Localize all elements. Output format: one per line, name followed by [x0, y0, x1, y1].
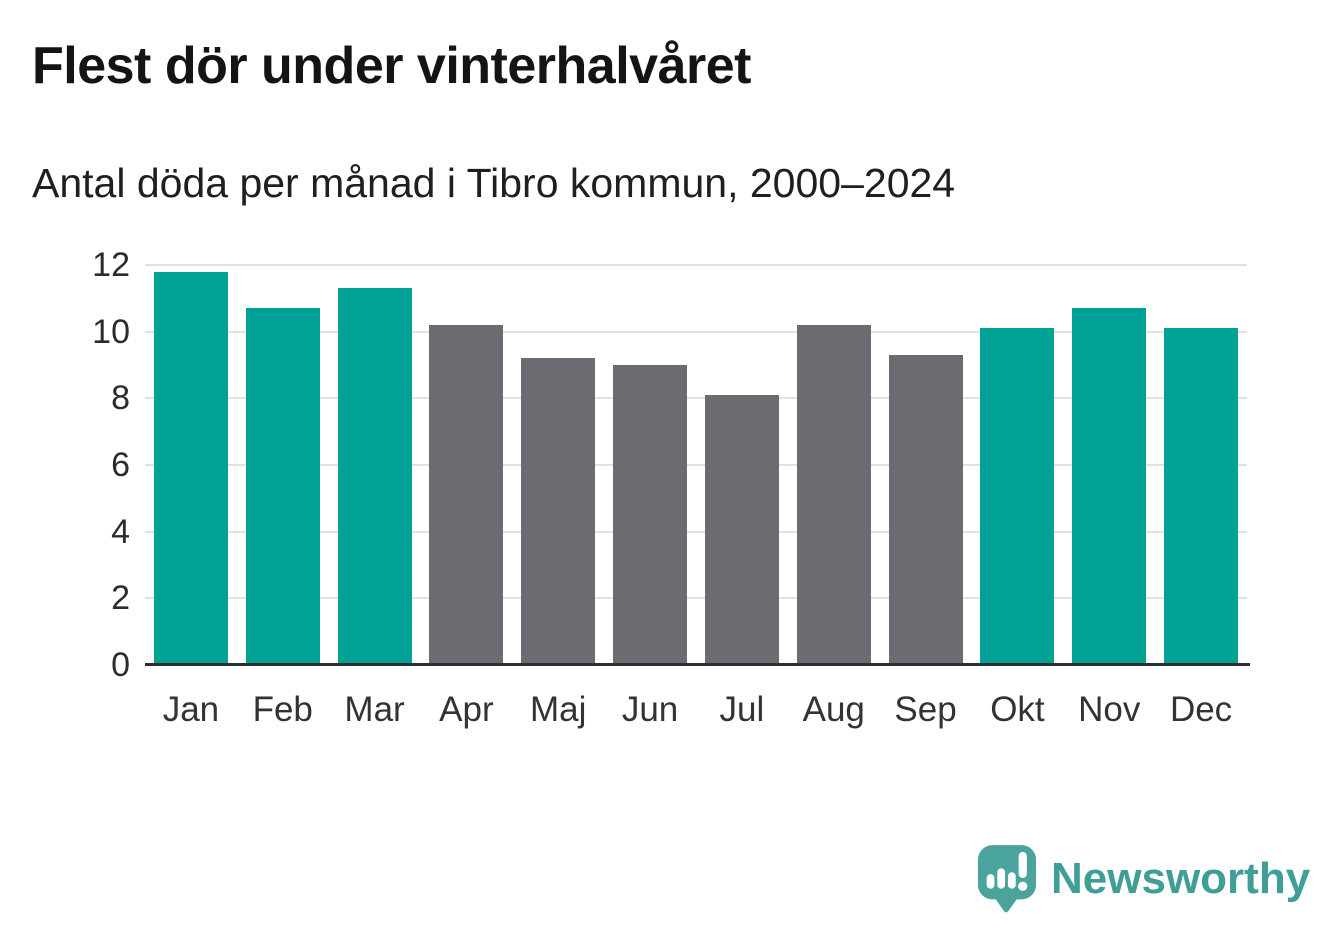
logo-bar-1: [986, 874, 995, 889]
bar-jul: [704, 395, 779, 665]
newsworthy-logo: Newsworthy: [976, 843, 1310, 915]
y-tick-label-6: 6: [111, 446, 130, 484]
gridline-4: [145, 530, 1247, 533]
newsworthy-speech-bubble-bar-chart-icon: [977, 845, 1037, 913]
x-tick-label-maj: Maj: [530, 690, 587, 729]
x-tick-label-nov: Nov: [1078, 690, 1141, 729]
bar-mar: [337, 288, 412, 665]
y-tick-label-12: 12: [92, 246, 130, 284]
logo-exclamation-stem: [1018, 851, 1027, 879]
bar-dec: [1164, 328, 1239, 665]
gridline-6: [145, 464, 1247, 466]
bar-maj: [521, 358, 596, 665]
logo-exclamation-dot: [1018, 881, 1028, 891]
bar-nov: [1072, 308, 1147, 665]
x-axis-line: [145, 663, 1250, 666]
x-tick-label-jul: Jul: [719, 690, 765, 729]
bar-feb: [245, 308, 320, 665]
y-tick-label-0: 0: [111, 646, 130, 684]
gridline-10: [145, 330, 1247, 333]
y-axis: 0 2 4 6 8 10 12: [40, 246, 130, 684]
y-tick-label-4: 4: [111, 512, 130, 551]
bar-apr: [429, 325, 504, 665]
gridline-2: [145, 597, 1247, 600]
x-tick-label-aug: Aug: [802, 690, 865, 729]
gridline-12: [145, 264, 1247, 266]
x-tick-label-jun: Jun: [621, 690, 679, 729]
logo-bar-2: [997, 868, 1006, 889]
y-tick-label-10: 10: [92, 312, 130, 351]
bar-jan: [153, 271, 228, 665]
y-tick-label-8: 8: [111, 379, 130, 418]
gridline-8: [145, 397, 1247, 400]
bar-aug: [796, 325, 871, 665]
x-tick-label-sep: Sep: [894, 690, 957, 729]
x-tick-label-apr: Apr: [439, 690, 494, 729]
brand-name: Newsworthy: [1051, 854, 1311, 903]
x-tick-label-mar: Mar: [344, 690, 405, 729]
y-tick-label-2: 2: [111, 579, 130, 618]
bar-jun: [613, 365, 688, 665]
chart-subtitle: Antal döda per månad i Tibro kommun, 200…: [32, 160, 956, 206]
x-tick-label-dec: Dec: [1169, 690, 1233, 729]
bar-sep: [888, 355, 963, 665]
bar-okt: [980, 328, 1055, 665]
logo-bar-3: [1007, 872, 1016, 889]
plot-area: Jan Feb Mar Apr Maj Jun Jul Aug Sep Okt Nov Dec: [145, 264, 1250, 729]
x-tick-label-jan: Jan: [162, 690, 220, 729]
x-tick-label-okt: Okt: [990, 690, 1045, 729]
x-tick-label-feb: Feb: [252, 690, 313, 729]
chart-title: Flest dör under vinterhalvåret: [32, 37, 751, 95]
